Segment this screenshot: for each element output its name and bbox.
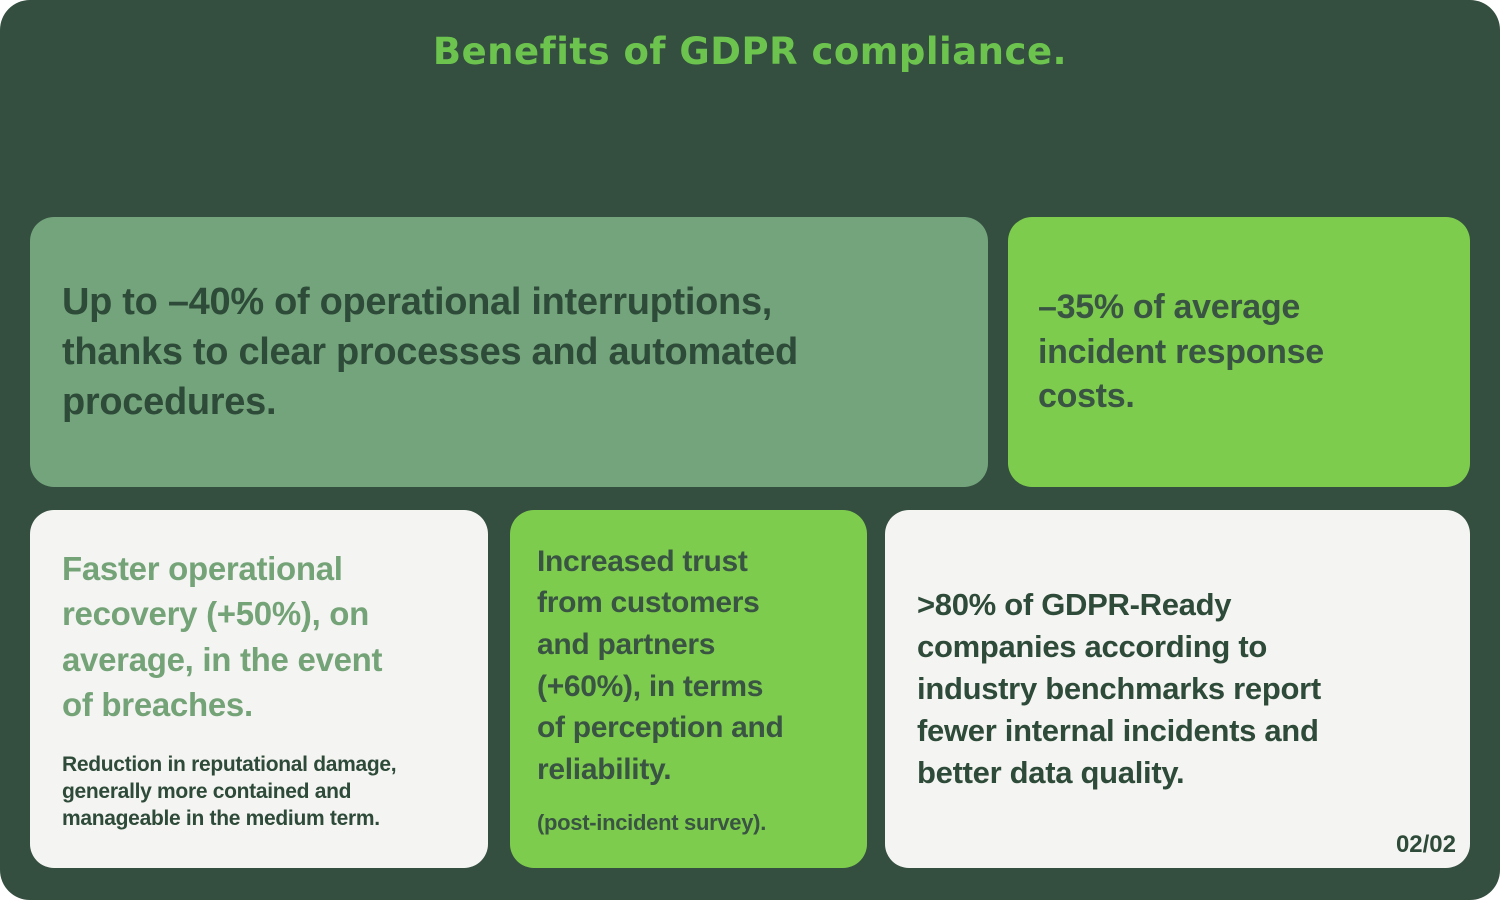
- gdpr-ready-benchmarks-text: >80% of GDPR-Ready companies according t…: [917, 586, 1321, 791]
- card-operational-recovery: Faster operational recovery (+50%), on a…: [30, 510, 488, 868]
- card-gdpr-ready-benchmarks: >80% of GDPR-Ready companies according t…: [885, 510, 1470, 868]
- operational-recovery-subtext: Reduction in reputational damage, genera…: [62, 752, 397, 831]
- increased-trust-heading: Increased trust from customers and partn…: [537, 544, 784, 787]
- card-operational-interruptions: Up to –40% of operational interruptions,…: [30, 217, 988, 487]
- operational-interruptions-text: Up to –40% of operational interruptions,…: [62, 280, 798, 424]
- page-number: 02/02: [1395, 831, 1456, 858]
- operational-recovery-heading: Faster operational recovery (+50%), on a…: [62, 549, 383, 724]
- slide-title: Benefits of GDPR compliance.: [432, 30, 1068, 73]
- incident-response-costs-text: –35% of average incident response costs.: [1038, 288, 1324, 416]
- card-incident-response-costs: –35% of average incident response costs.: [1008, 217, 1470, 487]
- card-increased-trust: Increased trust from customers and partn…: [510, 510, 867, 868]
- increased-trust-subtext: (post-incident survey).: [537, 809, 767, 835]
